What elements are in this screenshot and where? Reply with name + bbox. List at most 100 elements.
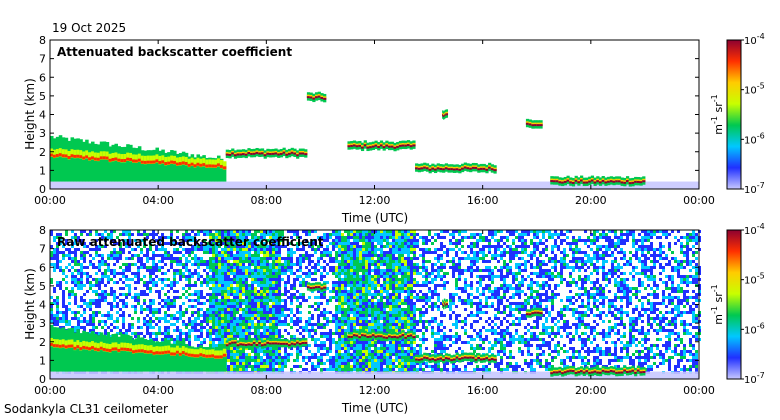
bl-band-segment: [70, 327, 75, 372]
bl-band-segment: [79, 139, 83, 182]
bl-band-segment: [96, 144, 101, 182]
bl-band-segment: [170, 150, 174, 182]
bl-band-segment: [88, 333, 92, 372]
bl-band-segment: [175, 153, 180, 182]
bl-band-segment: [202, 347, 206, 372]
x-tick-label: 16:00: [467, 194, 499, 207]
x-tick-label: 04:00: [142, 194, 174, 207]
colorbar-gradient: [726, 229, 742, 380]
bl-band-segment: [146, 339, 151, 372]
bl-band-segment: [205, 157, 209, 182]
bl-band-segment: [50, 324, 54, 372]
bl-band-segment: [91, 141, 95, 182]
bl-band-segment: [52, 327, 57, 372]
bl-band-segment: [64, 329, 69, 372]
bl-band-segment: [170, 343, 174, 372]
bl-band-segment: [91, 331, 95, 372]
bl-band-segment: [173, 343, 177, 372]
bl-band-segment: [187, 156, 192, 182]
bl-band-segment: [181, 341, 186, 372]
x-tick-label: 00:00: [34, 384, 66, 397]
colorbar-tick-label: 10-4: [744, 222, 765, 237]
bl-band-segment: [58, 135, 63, 182]
bl-band-segment: [216, 349, 221, 372]
bl-band-segment: [184, 152, 189, 182]
bl-band-segment: [214, 349, 218, 372]
bl-band-segment: [67, 140, 72, 182]
bl-band-segment: [140, 337, 145, 372]
bl-band-segment: [161, 149, 165, 182]
bl-band-segment: [79, 333, 83, 372]
bl-band-segment: [164, 152, 168, 182]
bl-band-segment: [161, 341, 165, 372]
bl-band-segment: [105, 142, 110, 182]
panel-1-y-label: Height (km): [23, 78, 37, 149]
bl-band-segment: [123, 334, 127, 372]
bl-band-segment: [199, 156, 203, 182]
footer-label: Sodankyla CL31 ceilometer: [4, 402, 168, 416]
bl-band-segment: [105, 336, 110, 372]
bl-band-segment: [155, 147, 159, 182]
bl-band-segment: [67, 328, 72, 372]
panel-1-y-ticks: 0 1 2 3 4 5 6 7 8: [39, 34, 699, 196]
bl-band-segment: [114, 143, 118, 182]
x-tick-label: 00:00: [34, 194, 66, 207]
bl-band-segment: [120, 147, 124, 182]
bl-band-segment: [61, 137, 66, 182]
bl-band-segment: [216, 155, 221, 182]
bl-band-segment: [96, 335, 101, 372]
panel-2-y-label: Height (km): [23, 268, 37, 339]
bl-band-segment: [93, 334, 98, 372]
bl-band-segment: [222, 161, 227, 182]
bl-band-segment: [167, 339, 171, 372]
panel-2-x-ticks: 00:00 04:00 08:00 12:00 16:00 20:00 00:00: [34, 230, 715, 397]
panel-2-title: Raw attenuated backscatter coefficient: [57, 235, 324, 249]
panel-2-x-label: Time (UTC): [341, 401, 408, 415]
bl-band-segment: [117, 336, 121, 372]
bl-band-segment: [202, 155, 206, 182]
colorbar-2: 10-4 10-5 10-6 10-7 m-1 sr-1: [710, 222, 765, 386]
bl-band-segment: [196, 347, 201, 372]
colorbar-tick-label: 10-6: [744, 321, 765, 336]
x-tick-label: 12:00: [359, 384, 391, 397]
bl-band-segment: [140, 150, 145, 182]
y-tick-label: 5: [39, 280, 46, 293]
panel-1-x-label: Time (UTC): [341, 211, 408, 225]
bl-band-segment: [123, 146, 127, 182]
bl-band-segment: [211, 347, 215, 372]
panel-2-y-ticks: 0 1 2 3 4 5 6 7 8: [39, 224, 699, 386]
y-tick-label: 4: [39, 299, 46, 312]
bl-band-segment: [70, 137, 75, 182]
bl-band-segment: [82, 141, 86, 182]
panel-1: Attenuated backscatter coefficient 0 1 2 3 4…: [23, 34, 715, 225]
bl-band-segment: [50, 135, 54, 182]
bl-band-segment: [152, 342, 157, 372]
bl-band-segment: [187, 345, 192, 372]
date-label: 19 Oct 2025: [52, 21, 126, 35]
bl-band-segment: [219, 158, 224, 182]
bl-band-segment: [88, 143, 92, 182]
bl-band-segment: [108, 336, 113, 372]
bl-band-segment: [137, 337, 142, 372]
bl-band-segment: [146, 150, 151, 182]
bl-band-segment: [120, 334, 124, 372]
y-tick-label: 6: [39, 71, 46, 84]
y-tick-label: 1: [39, 164, 46, 177]
x-tick-label: 00:00: [683, 194, 715, 207]
bl-band-segment: [111, 334, 116, 372]
bl-band-segment: [102, 141, 107, 182]
bl-band-segment: [158, 341, 162, 372]
y-tick-label: 2: [39, 146, 46, 159]
y-tick-label: 2: [39, 336, 46, 349]
bl-band-segment: [117, 146, 121, 182]
y-tick-label: 0: [39, 183, 46, 196]
bl-band-segment: [126, 144, 130, 182]
bl-band-segment: [134, 148, 139, 182]
bl-band-segment: [129, 335, 133, 372]
bl-band-segment: [149, 339, 154, 372]
colorbar-unit: m-1 sr-1: [710, 284, 725, 324]
bl-band-segment: [76, 138, 80, 182]
colorbar-tick-label: 10-7: [744, 181, 765, 196]
y-tick-label: 4: [39, 109, 46, 122]
bl-band-segment: [193, 347, 198, 372]
